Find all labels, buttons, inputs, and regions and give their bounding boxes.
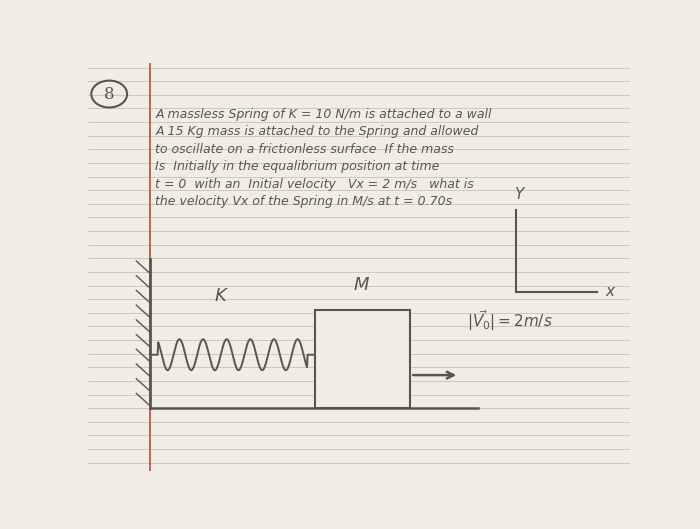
Text: $|\vec{V_0}|= 2m/s$: $|\vec{V_0}|= 2m/s$: [468, 308, 553, 333]
Text: M: M: [354, 276, 369, 294]
Text: Is  Initially in the equalibrium position at time: Is Initially in the equalibrium position…: [155, 160, 440, 174]
Text: t = 0  with an  Initial velocity   Vx = 2 m/s   what is: t = 0 with an Initial velocity Vx = 2 m/…: [155, 178, 474, 191]
Text: 8: 8: [104, 86, 115, 103]
Text: A 15 Kg mass is attached to the Spring and allowed: A 15 Kg mass is attached to the Spring a…: [155, 125, 479, 139]
Text: to oscillate on a frictionless surface  If the mass: to oscillate on a frictionless surface I…: [155, 143, 454, 156]
Text: A massless Spring of K = 10 N/m is attached to a wall: A massless Spring of K = 10 N/m is attac…: [155, 108, 492, 121]
Text: K: K: [214, 287, 226, 305]
Text: the velocity Vx of the Spring in M/s at t = 0.70s: the velocity Vx of the Spring in M/s at …: [155, 196, 452, 208]
Text: Y: Y: [514, 187, 524, 202]
Bar: [315, 310, 410, 408]
Text: x: x: [606, 284, 615, 299]
